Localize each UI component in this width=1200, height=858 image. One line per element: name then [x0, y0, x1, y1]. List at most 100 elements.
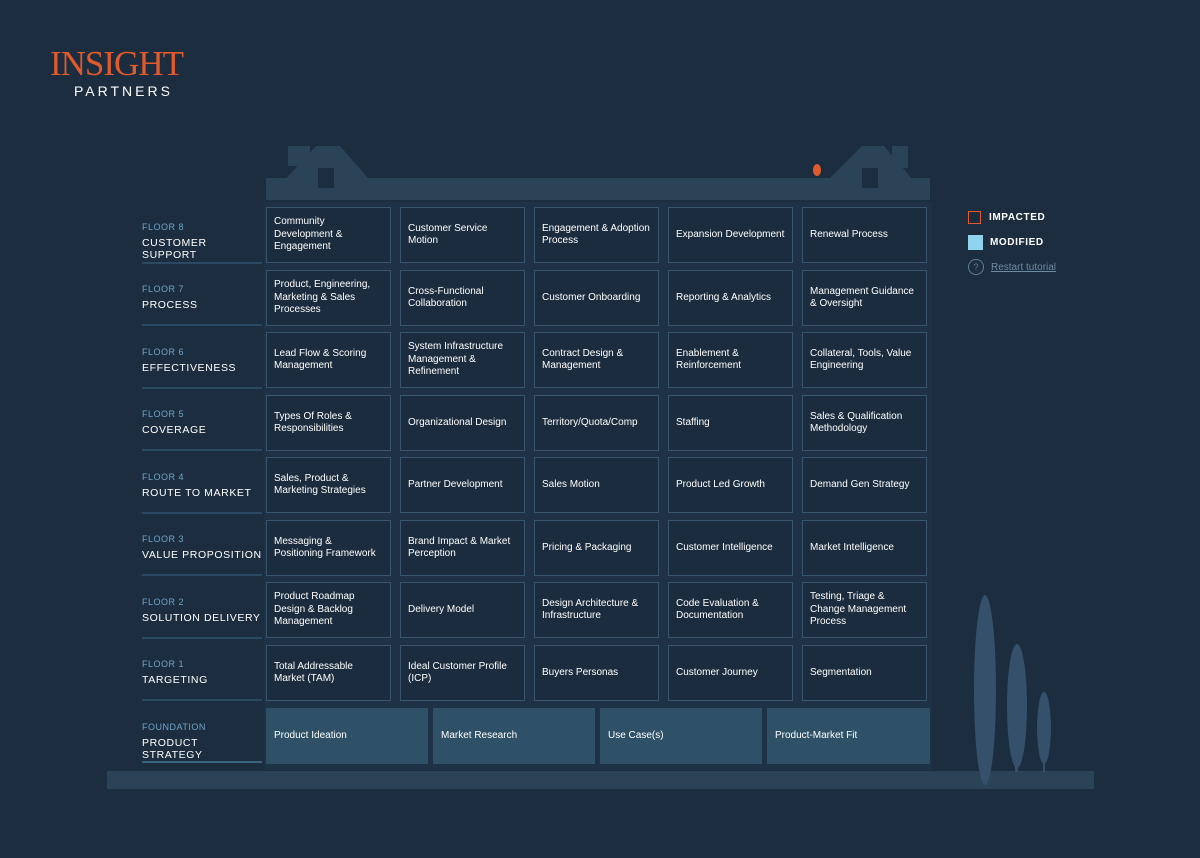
floor-divider	[142, 512, 262, 514]
cell-label: Product-Market Fit	[775, 729, 858, 741]
cell-pricing-packaging[interactable]: Pricing & Packaging	[534, 520, 659, 576]
cell-renewal-process[interactable]: Renewal Process	[802, 207, 927, 263]
cell-label: Territory/Quota/Comp	[542, 416, 638, 428]
restart-tutorial-label: Restart tutorial	[991, 261, 1057, 273]
cell-expansion-development[interactable]: Expansion Development	[668, 207, 793, 263]
bird-icon	[813, 164, 821, 176]
floor-divider	[142, 761, 262, 763]
cell-reporting-analytics[interactable]: Reporting & Analytics	[668, 270, 793, 326]
cell-segmentation[interactable]: Segmentation	[802, 645, 927, 701]
cell-label: Partner Development	[408, 478, 503, 490]
cell-label: Market Intelligence	[810, 541, 894, 553]
floor-name: COVERAGE	[142, 424, 207, 436]
floor-number: FLOOR 7	[142, 284, 185, 294]
cell-brand-impact[interactable]: Brand Impact & Market Perception	[400, 520, 525, 576]
cell-label: Expansion Development	[676, 228, 785, 240]
cell-community-development[interactable]: Community Development & Engagement	[266, 207, 391, 263]
floor-3-label: FLOOR 3 VALUE PROPOSITION	[142, 534, 262, 561]
cell-label: Reporting & Analytics	[676, 291, 772, 303]
cell-label: Product Roadmap Design & Backlog Managem…	[274, 591, 355, 628]
cell-label: Design Architecture & Infrastructure	[542, 597, 639, 622]
cell-market-intelligence[interactable]: Market Intelligence	[802, 520, 927, 576]
legend-impacted: IMPACTED	[968, 209, 1056, 225]
logo-wordmark: INSIGHT	[50, 44, 184, 83]
cell-territory-quota-comp[interactable]: Territory/Quota/Comp	[534, 395, 659, 451]
cell-customer-service-motion[interactable]: Customer Service Motion	[400, 207, 525, 263]
floor-name: PROCESS	[142, 299, 198, 311]
cell-label: Product Ideation	[274, 729, 347, 741]
cell-sales-qualification[interactable]: Sales & Qualification Methodology	[802, 395, 927, 451]
cell-partner-development[interactable]: Partner Development	[400, 457, 525, 513]
cell-sales-motion[interactable]: Sales Motion	[534, 457, 659, 513]
cell-organizational-design[interactable]: Organizational Design	[400, 395, 525, 451]
floor-4-label: FLOOR 4 ROUTE TO MARKET	[142, 472, 262, 499]
cell-label: Management Guidance & Oversight	[810, 285, 914, 310]
cell-collateral-tools[interactable]: Collateral, Tools, Value Engineering	[802, 332, 927, 388]
cell-label: Pricing & Packaging	[542, 541, 632, 553]
foundation-label: FOUNDATION PRODUCT STRATEGY	[142, 722, 262, 761]
floor-name: TARGETING	[142, 674, 208, 686]
cell-label: Lead Flow & Scoring Management	[274, 347, 367, 372]
cell-customer-intelligence[interactable]: Customer Intelligence	[668, 520, 793, 576]
foundation-product-market-fit[interactable]: Product-Market Fit	[767, 708, 930, 764]
cell-label: Enablement & Reinforcement	[676, 347, 742, 372]
foundation-product-ideation[interactable]: Product Ideation	[266, 708, 428, 764]
insight-partners-logo: INSIGHT PARTNERS	[50, 44, 184, 100]
cell-product-engineering-processes[interactable]: Product, Engineering, Marketing & Sales …	[266, 270, 391, 326]
cell-label: Organizational Design	[408, 416, 507, 428]
cell-label: Customer Onboarding	[542, 291, 641, 303]
cell-total-addressable-market[interactable]: Total Addressable Market (TAM)	[266, 645, 391, 701]
cell-label: Testing, Triage & Change Management Proc…	[810, 591, 907, 628]
foundation-market-research[interactable]: Market Research	[433, 708, 595, 764]
cell-customer-onboarding[interactable]: Customer Onboarding	[534, 270, 659, 326]
foundation-use-cases[interactable]: Use Case(s)	[600, 708, 762, 764]
cell-messaging-positioning[interactable]: Messaging & Positioning Framework	[266, 520, 391, 576]
floor-divider	[142, 637, 262, 639]
modified-swatch	[968, 234, 983, 250]
cell-delivery-model[interactable]: Delivery Model	[400, 582, 525, 638]
cell-management-guidance[interactable]: Management Guidance & Oversight	[802, 270, 927, 326]
cell-buyers-personas[interactable]: Buyers Personas	[534, 645, 659, 701]
cell-staffing[interactable]: Staffing	[668, 395, 793, 451]
cell-sales-product-marketing-strategies[interactable]: Sales, Product & Marketing Strategies	[266, 457, 391, 513]
cell-lead-flow-scoring[interactable]: Lead Flow & Scoring Management	[266, 332, 391, 388]
floor-name: SOLUTION DELIVERY	[142, 612, 261, 624]
cell-label: Buyers Personas	[542, 666, 619, 678]
cell-label: Cross-Functional Collaboration	[408, 285, 484, 310]
legend-impacted-label: IMPACTED	[989, 211, 1046, 223]
cell-cross-functional-collaboration[interactable]: Cross-Functional Collaboration	[400, 270, 525, 326]
cell-label: Types Of Roles & Responsibilities	[274, 410, 352, 435]
cell-contract-design[interactable]: Contract Design & Management	[534, 332, 659, 388]
legend-modified: MODIFIED	[968, 234, 1056, 250]
cell-design-architecture[interactable]: Design Architecture & Infrastructure	[534, 582, 659, 638]
legend-modified-label: MODIFIED	[990, 236, 1044, 248]
cell-customer-journey[interactable]: Customer Journey	[668, 645, 793, 701]
floor-name: PRODUCT STRATEGY	[142, 737, 203, 761]
cell-label: Segmentation	[810, 666, 872, 678]
floor-divider	[142, 324, 262, 326]
cell-demand-gen-strategy[interactable]: Demand Gen Strategy	[802, 457, 927, 513]
floor-number: FLOOR 6	[142, 347, 185, 357]
cell-system-infrastructure[interactable]: System Infrastructure Management & Refin…	[400, 332, 525, 388]
floor-5-label: FLOOR 5 COVERAGE	[142, 409, 262, 436]
cell-ideal-customer-profile[interactable]: Ideal Customer Profile (ICP)	[400, 645, 525, 701]
cell-engagement-adoption[interactable]: Engagement & Adoption Process	[534, 207, 659, 263]
floor-name: VALUE PROPOSITION	[142, 549, 262, 561]
question-mark-icon: ?	[968, 259, 984, 275]
restart-tutorial-link[interactable]: ? Restart tutorial	[968, 259, 1056, 275]
cell-types-of-roles[interactable]: Types Of Roles & Responsibilities	[266, 395, 391, 451]
floor-name: ROUTE TO MARKET	[142, 487, 252, 499]
cell-label: Messaging & Positioning Framework	[274, 535, 376, 560]
cell-product-led-growth[interactable]: Product Led Growth	[668, 457, 793, 513]
floor-2-label: FLOOR 2 SOLUTION DELIVERY	[142, 597, 262, 624]
cell-label: Total Addressable Market (TAM)	[274, 660, 353, 685]
cell-label: Customer Intelligence	[676, 541, 773, 553]
cell-product-roadmap[interactable]: Product Roadmap Design & Backlog Managem…	[266, 582, 391, 638]
cell-enablement-reinforcement[interactable]: Enablement & Reinforcement	[668, 332, 793, 388]
floor-6-label: FLOOR 6 EFFECTIVENESS	[142, 347, 262, 374]
cell-testing-triage[interactable]: Testing, Triage & Change Management Proc…	[802, 582, 927, 638]
floor-divider	[142, 262, 262, 264]
cell-code-evaluation[interactable]: Code Evaluation & Documentation	[668, 582, 793, 638]
floor-number: FLOOR 4	[142, 472, 185, 482]
